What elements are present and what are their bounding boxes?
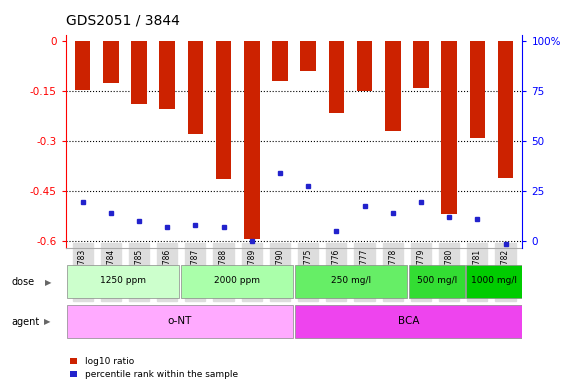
Bar: [441, 41, 457, 214]
Bar: [131, 41, 147, 104]
Text: BCA: BCA: [397, 316, 419, 326]
Bar: [295, 265, 408, 298]
Bar: [75, 41, 90, 89]
Text: 2000 ppm: 2000 ppm: [214, 276, 260, 285]
Text: GDS2051 / 3844: GDS2051 / 3844: [66, 13, 179, 27]
Text: ▶: ▶: [44, 317, 51, 326]
Bar: [181, 265, 293, 298]
Bar: [244, 41, 260, 239]
Bar: [357, 41, 372, 91]
Bar: [216, 41, 231, 179]
Bar: [66, 265, 179, 298]
Text: 500 mg/l: 500 mg/l: [417, 276, 457, 285]
Text: ▶: ▶: [45, 278, 52, 287]
Bar: [103, 41, 119, 83]
Text: agent: agent: [11, 317, 39, 327]
Bar: [66, 305, 293, 338]
Bar: [300, 41, 316, 71]
Bar: [272, 41, 288, 81]
Bar: [409, 265, 465, 298]
Bar: [498, 41, 513, 178]
Bar: [385, 41, 400, 131]
Text: 1000 mg/l: 1000 mg/l: [471, 276, 517, 285]
Bar: [466, 265, 521, 298]
Text: 1250 ppm: 1250 ppm: [100, 276, 146, 285]
Text: o-NT: o-NT: [168, 316, 192, 326]
Text: 250 mg/l: 250 mg/l: [331, 276, 371, 285]
Bar: [328, 41, 344, 113]
Legend: log10 ratio, percentile rank within the sample: log10 ratio, percentile rank within the …: [70, 357, 238, 379]
Bar: [159, 41, 175, 109]
Bar: [295, 305, 521, 338]
Bar: [188, 41, 203, 134]
Text: dose: dose: [11, 277, 34, 287]
Bar: [469, 41, 485, 138]
Bar: [413, 41, 429, 88]
